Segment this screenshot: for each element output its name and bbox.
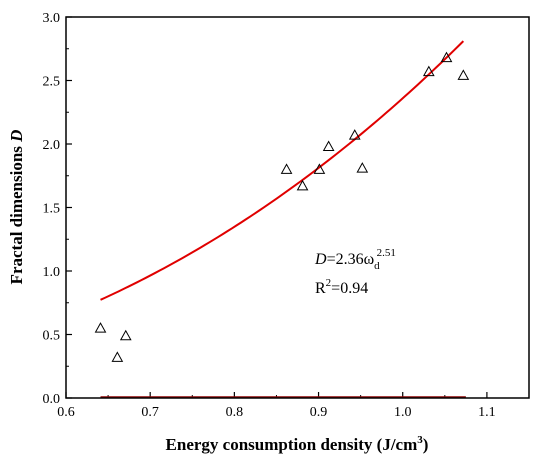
data-point <box>111 351 124 362</box>
data-point <box>356 162 369 173</box>
x-tick-label: 0.7 <box>141 405 159 420</box>
y-tick-label: 0.5 <box>43 329 61 344</box>
y-axis-title: Fractal dimensions D <box>7 130 26 285</box>
plot-frame <box>65 16 530 399</box>
x-tick-label: 1.0 <box>394 405 412 420</box>
data-point <box>296 179 309 191</box>
x-tick-label: 0.6 <box>57 405 75 420</box>
data-point <box>348 129 361 140</box>
equation-label: D=2.36ωd2.51 <box>314 247 396 272</box>
r-squared-label: R2=0.94 <box>315 277 368 297</box>
data-point <box>119 329 132 341</box>
x-tick-label: 0.8 <box>226 405 244 420</box>
y-tick-label: 0.0 <box>43 392 61 407</box>
y-tick-label: 1.0 <box>43 265 61 280</box>
points-layer <box>94 51 470 362</box>
x-axis-title: Energy consumption density (J/cm3) <box>166 434 429 454</box>
data-point <box>322 140 335 152</box>
data-point <box>440 51 453 63</box>
y-tick-label: 2.0 <box>43 138 61 153</box>
y-tick-label: 1.5 <box>43 202 61 217</box>
data-point <box>422 65 435 77</box>
data-point <box>280 163 293 174</box>
x-tick-label: 0.9 <box>310 405 328 420</box>
data-point <box>313 163 326 174</box>
x-tick-label: 1.1 <box>478 405 496 420</box>
fit-curve <box>100 40 465 301</box>
tick-layer: 0.6 0.7 0.8 0.9 1.0 1.1 0.0 0.5 1.0 1.5 2.0 2.5 3.0 <box>43 11 496 420</box>
y-tick-label: 2.5 <box>43 75 61 90</box>
data-point <box>94 322 107 333</box>
data-point <box>457 69 470 80</box>
fit-layer <box>100 40 466 399</box>
y-tick-label: 3.0 <box>43 11 61 26</box>
